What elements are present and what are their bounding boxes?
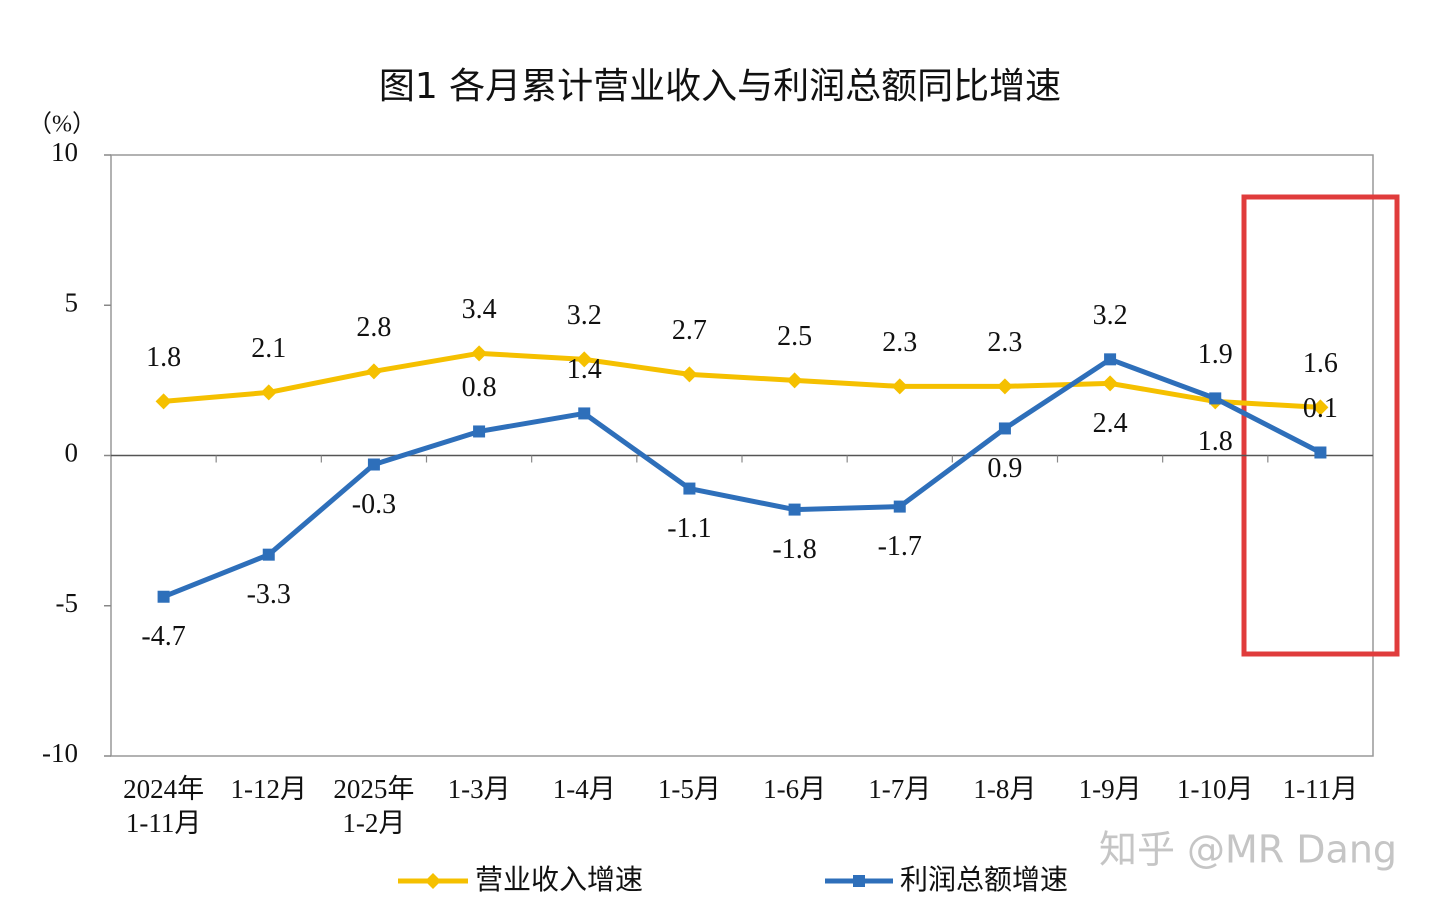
marker: [893, 500, 906, 513]
marker: [365, 363, 382, 380]
marker: [683, 482, 696, 495]
x-tick-label: 1-12月: [231, 774, 308, 804]
marker: [996, 378, 1013, 395]
series-line: [162, 356, 1322, 600]
marker: [471, 345, 488, 362]
y-tick-label: 10: [51, 137, 78, 167]
marker: [157, 590, 170, 603]
marker: [1312, 399, 1329, 416]
marker: [1104, 353, 1117, 366]
marker: [473, 425, 486, 438]
y-tick-label: 5: [65, 287, 79, 317]
data-label: 2.4: [1093, 408, 1128, 439]
data-label: 3.2: [1093, 300, 1128, 331]
data-label: 1.8: [1198, 426, 1233, 457]
y-tick-label: -5: [56, 588, 79, 618]
data-label: -3.3: [247, 579, 291, 610]
marker: [1209, 392, 1222, 405]
x-tick-label: 1-11月: [1283, 774, 1359, 804]
marker: [786, 372, 803, 389]
data-label: -1.1: [667, 513, 711, 544]
marker: [1102, 375, 1119, 392]
marker: [788, 503, 801, 516]
marker: [891, 378, 908, 395]
data-label: 1.8: [146, 342, 181, 373]
data-label: 3.4: [462, 294, 497, 325]
data-label: 0.9: [987, 453, 1022, 484]
x-tick-label: 1-3月: [448, 774, 511, 804]
data-label: 1.6: [1303, 348, 1338, 379]
data-label: 3.2: [567, 300, 602, 331]
x-tick-label: 2024年: [123, 774, 204, 804]
marker: [681, 366, 698, 383]
x-tick-label: 1-6月: [763, 774, 826, 804]
data-label: 1.9: [1198, 339, 1233, 370]
data-label: -1.7: [878, 531, 922, 562]
legend: 营业收入增速 利润总额增速: [398, 863, 1068, 896]
x-tick-label: 1-2月: [342, 808, 405, 838]
y-tick-label: 0: [65, 438, 79, 468]
watermark: 知乎 @MR Dang: [1099, 828, 1397, 872]
marker: [578, 407, 591, 420]
marker: [260, 384, 277, 401]
data-label: 2.3: [882, 327, 917, 358]
x-tick-label: 1-8月: [973, 774, 1036, 804]
chart-title: 图1 各月累计营业收入与利润总额同比增速: [379, 66, 1061, 107]
legend-marker: [853, 875, 865, 887]
data-label: 0.8: [462, 372, 497, 403]
x-tick-label: 1-7月: [868, 774, 931, 804]
legend-label: 利润总额增速: [900, 863, 1068, 896]
data-label: 1.4: [567, 354, 602, 385]
marker: [262, 548, 275, 561]
series-line: [163, 350, 1321, 410]
x-tick-label: 1-9月: [1079, 774, 1142, 804]
marker: [1314, 446, 1327, 459]
data-label: 0.1: [1303, 393, 1338, 424]
x-tick-label: 2025年: [333, 774, 414, 804]
data-label: 2.1: [251, 333, 286, 364]
x-tick-label: 1-5月: [658, 774, 721, 804]
y-axis-label: （%）: [28, 112, 96, 138]
y-tick-label: -10: [42, 738, 78, 768]
data-label: 2.7: [672, 315, 707, 346]
data-label: 2.5: [777, 321, 812, 352]
x-tick-label: 1-4月: [553, 774, 616, 804]
data-label: -4.7: [141, 621, 185, 652]
marker: [998, 422, 1011, 435]
data-label: 2.3: [987, 327, 1022, 358]
x-tick-label: 1-11月: [126, 808, 202, 838]
data-label: -0.3: [352, 489, 396, 520]
legend-label: 营业收入增速: [475, 863, 643, 896]
marker: [576, 351, 593, 368]
highlight-box: [1241, 194, 1400, 657]
data-label: -1.8: [772, 534, 816, 565]
marker: [367, 458, 380, 471]
data-label: 2.8: [356, 312, 391, 343]
x-tick-label: 1-10月: [1177, 774, 1254, 804]
marker: [155, 393, 172, 410]
legend-marker: [425, 873, 441, 889]
